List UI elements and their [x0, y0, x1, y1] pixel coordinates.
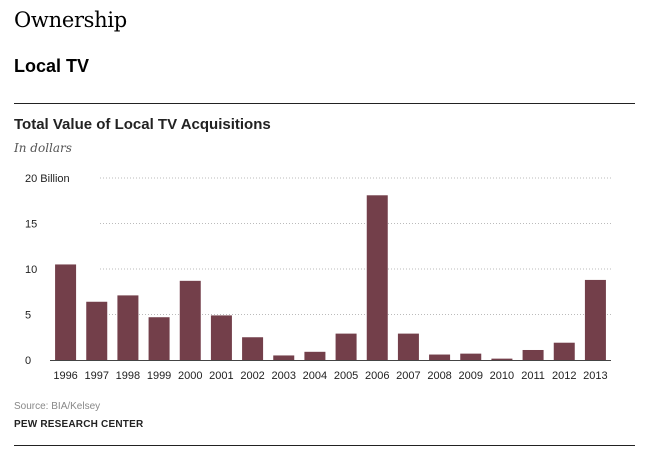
- x-tick-label: 2002: [240, 370, 264, 382]
- chart-title: Total Value of Local TV Acquisitions: [14, 116, 271, 133]
- top-divider: [14, 103, 635, 104]
- x-tick-label: 2006: [365, 370, 389, 382]
- x-tick-label: 1996: [53, 370, 77, 382]
- chart-subtitle: In dollars: [14, 141, 72, 155]
- x-tick-label: 2000: [178, 370, 202, 382]
- x-tick-label: 2013: [583, 370, 607, 382]
- x-tick-label: 2008: [427, 370, 451, 382]
- y-tick-label: 15: [25, 219, 37, 231]
- y-tick-label: 10: [25, 264, 37, 276]
- bottom-divider: [14, 445, 635, 446]
- bar-chart: 0 5 10 15 20 Billion 1996 1997 1998 1999 2000 200…: [25, 173, 611, 382]
- source-note: Source: BIA/Kelsey: [14, 401, 101, 412]
- x-tick-label: 2001: [209, 370, 233, 382]
- bar-2005: [335, 333, 357, 360]
- bar-2003: [273, 355, 295, 360]
- bar-2012: [553, 342, 575, 360]
- bar-2002: [242, 337, 264, 360]
- bar-1998: [117, 295, 139, 360]
- x-tick-label: 2005: [334, 370, 358, 382]
- section-title: Ownership: [14, 8, 127, 32]
- bar-2000: [179, 280, 201, 360]
- x-tick-label: 1997: [85, 370, 109, 382]
- x-tick-label: 2010: [490, 370, 514, 382]
- bar-2009: [460, 353, 482, 360]
- x-tick-label: 2009: [459, 370, 483, 382]
- x-tick-label: 2007: [396, 370, 420, 382]
- bar-2007: [397, 333, 419, 360]
- bar-2011: [522, 349, 544, 360]
- bar-2008: [429, 354, 451, 360]
- y-tick-label: 5: [25, 310, 31, 322]
- bar-2006: [366, 195, 388, 360]
- x-tick-label: 2012: [552, 370, 576, 382]
- bar-1996: [55, 264, 77, 360]
- bar-2001: [210, 315, 232, 360]
- bar-1999: [148, 317, 170, 360]
- x-axis-ticks: 1996 1997 1998 1999 2000 2001 2002 2003 2004 2005…: [53, 370, 607, 382]
- bar-2004: [304, 351, 326, 360]
- y-axis-ticks: 0 5 10 15 20 Billion: [25, 173, 70, 367]
- bar-2013: [584, 279, 606, 360]
- y-tick-label: 0: [25, 355, 31, 367]
- bar-2010: [491, 358, 513, 360]
- sub-title: Local TV: [14, 56, 90, 76]
- y-tick-label: 20 Billion: [25, 173, 70, 185]
- organization-label: PEW RESEARCH CENTER: [14, 419, 144, 430]
- x-tick-label: 2004: [303, 370, 327, 382]
- bar-1997: [86, 301, 108, 360]
- x-tick-label: 1998: [116, 370, 140, 382]
- x-tick-label: 2003: [272, 370, 296, 382]
- x-tick-label: 1999: [147, 370, 171, 382]
- grid-lines: [50, 177, 611, 361]
- x-tick-label: 2011: [521, 370, 545, 382]
- bars: [55, 195, 606, 360]
